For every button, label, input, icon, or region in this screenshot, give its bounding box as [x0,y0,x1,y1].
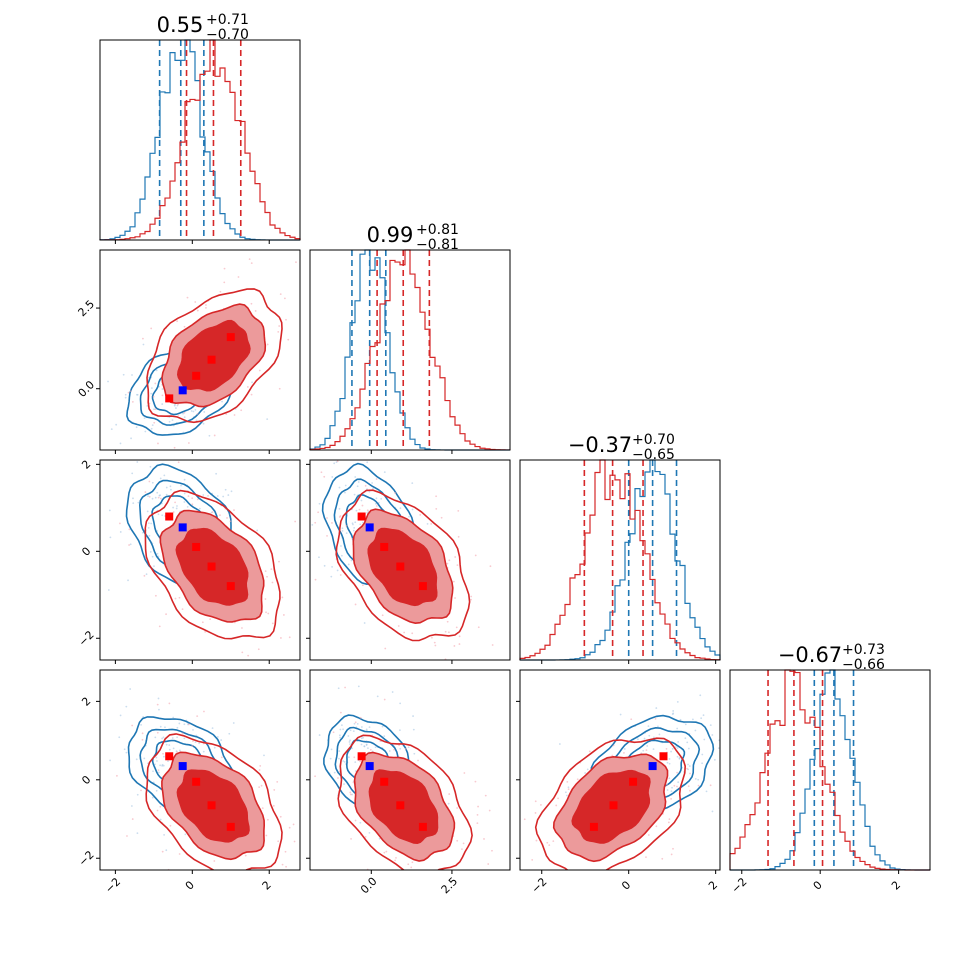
title-plus-1: +0.81 [416,222,459,238]
xtick-label-2-2: 2 [706,878,720,892]
diag-frame-2 [519,459,721,661]
xtick-label-3-0: −2 [729,875,750,896]
xtick-label-2-1: 0 [619,878,633,892]
panel-2-0: −2 0 2 [76,458,301,661]
marker-red-3-2-3 [589,822,598,831]
panel-frame-2-0 [99,459,301,661]
marker-red-2-0-2 [207,562,216,571]
xtick-label-0-1: 0 [183,878,197,892]
ytick-label-2-1: 0 [79,545,93,559]
histogram-red-0 [99,39,301,241]
marker-red-3-2-1 [629,777,638,786]
ytick-label-2-2: 2 [79,458,93,472]
xtick-label-1-0: 0.0 [358,875,380,897]
xtick-label-3-1: 0 [811,878,825,892]
ytick-label-1-0: 0.0 [76,378,98,400]
title-plus-2: +0.70 [632,432,675,448]
histogram-blue-1 [309,249,510,451]
ytick-label-1-1: 2.5 [76,298,98,320]
marker-blue-3-0-0 [178,762,187,771]
marker-red-3-1-0 [357,752,366,761]
panel-frame-3-2 [519,669,721,871]
title-plus-3: +0.73 [842,642,885,658]
xtick-label-0-0: −2 [103,875,124,896]
histogram-blue-0 [99,39,300,241]
marker-red-2-1-1 [380,542,389,551]
panel-frame-3-0 [99,669,301,871]
marker-red-2-0-1 [192,542,201,551]
title-minus-1: −0.81 [416,237,459,253]
diag-panel-1: 0.99 +0.81−0.81 [309,222,511,451]
panel-frame-3-1 [309,669,511,871]
marker-red-2-0-0 [165,512,174,521]
marker-red-2-0-3 [226,582,235,591]
contour-red-3-0-0 [145,733,283,870]
marker-red-1-0-0 [165,394,174,403]
panel-frame-2-1 [309,459,511,661]
marker-red-3-1-1 [380,777,389,786]
panel-3-0: −2 0 2 [76,669,301,871]
title-value-1: 0.99 [367,223,414,247]
marker-red-1-0-2 [207,355,216,364]
title-minus-2: −0.65 [632,447,675,463]
marker-red-3-0-2 [207,801,216,810]
marker-blue-1-0-0 [178,386,187,395]
diag-panel-0: 0.55 +0.71−0.70 [99,12,301,241]
diag-frame-1 [309,249,511,451]
marker-red-3-0-3 [226,822,235,831]
ytick-label-2-0: −2 [76,628,97,649]
contour-red-2-0-0 [144,489,281,640]
contour-red-3-1-0 [337,734,473,870]
ytick-label-3-2: 2 [79,695,93,709]
panel-3-2 [516,669,721,871]
title-plus-0: +0.71 [206,12,249,28]
panel-1-0: 0.0 2.5 [76,249,301,451]
diag-panel-2: −0.37 +0.70−0.65 [519,432,721,661]
panel-frame-1-0 [99,249,301,451]
contour-red-3-2-0 [534,737,687,870]
marker-red-2-1-0 [357,512,366,521]
title-value-0: 0.55 [157,13,204,37]
marker-blue-2-0-0 [178,523,187,532]
xtick-label-0-2: 2 [260,878,274,892]
marker-red-3-2-0 [659,752,668,761]
contour-red-2-1-0 [335,489,471,642]
diag-frame-0 [99,39,301,241]
histogram-red-3 [729,669,931,871]
title-value-3: −0.67 [778,643,842,667]
marker-blue-3-1-0 [365,762,374,771]
marker-blue-3-2-0 [648,762,657,771]
ytick-label-3-1: 0 [79,773,93,787]
histogram-blue-3 [730,669,931,871]
marker-red-1-0-1 [192,371,201,380]
title-value-2: −0.37 [568,433,632,457]
panel-3-1 [306,669,511,871]
marker-red-3-1-3 [418,822,427,831]
marker-blue-2-1-0 [365,523,374,532]
histogram-red-2 [519,459,721,661]
xtick-label-2-0: −2 [529,875,550,896]
contour-red-1-0-0 [146,288,283,424]
marker-red-3-2-2 [609,801,618,810]
diag-panel-3: −0.67 +0.73−0.66 [729,642,931,871]
ytick-label-3-0: −2 [76,848,97,869]
title-minus-0: −0.70 [206,27,249,43]
xtick-label-3-2: 2 [889,878,903,892]
marker-red-1-0-3 [226,333,235,342]
xtick-label-1-1: 2.5 [439,875,461,897]
title-minus-3: −0.66 [842,657,885,673]
panel-2-1 [306,459,511,661]
marker-red-2-1-2 [396,562,405,571]
marker-red-3-0-0 [165,752,174,761]
histogram-red-1 [309,249,511,451]
marker-red-3-1-2 [396,801,405,810]
diag-frame-3 [729,669,931,871]
marker-red-3-0-1 [192,777,201,786]
marker-red-2-1-3 [418,582,427,591]
